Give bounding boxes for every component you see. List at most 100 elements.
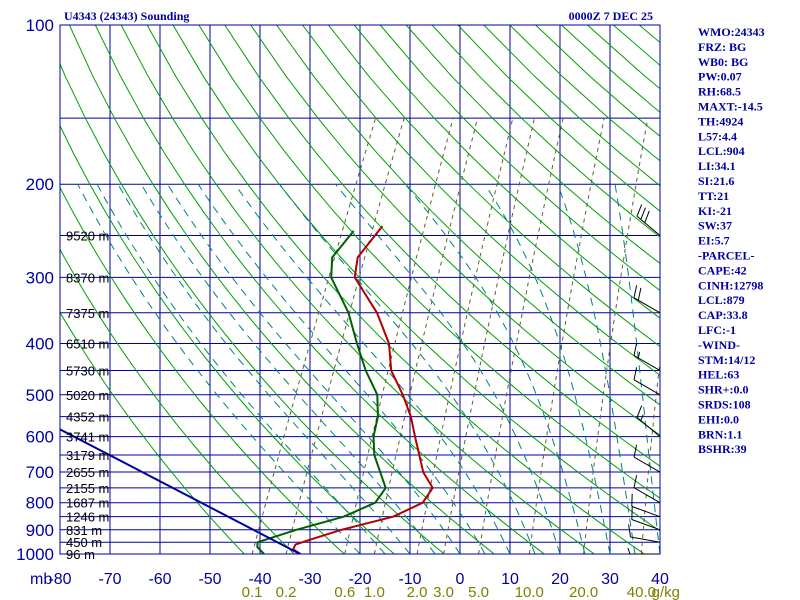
stat-line: LFC:-1 [698,323,736,337]
chart-time: 0000Z 7 DEC 25 [569,9,653,23]
temperature-tick-label: -40 [248,571,271,588]
sounding-series [60,225,434,554]
temperature-tick-label: -20 [348,571,371,588]
stat-line: RH:68.5 [698,85,741,99]
height-label: 4352 m [66,410,109,425]
wind-barb-flag [644,210,650,223]
wind-barb [631,506,661,531]
wind-barb-flag [636,405,643,418]
mixing-ratio-line [528,118,605,554]
stat-line: FRZ: BG [698,40,746,54]
mixing-ratio-label: 2.0 [407,584,428,600]
mixing-ratio-line [344,118,454,554]
wind-barb-staff [633,355,661,371]
stat-line: CINH:12798 [698,278,763,292]
wind-barb-flag [628,524,631,538]
height-label: 2655 m [66,465,109,480]
stat-line: HEL:63 [698,368,739,382]
pressure-tick-label: 800 [26,494,54,513]
stat-line: EHI:0.0 [698,412,739,426]
moist-adiabat-line [614,184,660,554]
mixing-ratio-label: 1.0 [364,584,385,600]
mixing-ratio-line [640,358,660,554]
temperature-tick-label: 10 [501,571,519,588]
dry-adiabat-line [224,25,660,467]
mixing-ratio-label: 0.6 [334,584,355,600]
wind-barb [633,343,661,371]
height-label: 3741 m [66,430,109,445]
moist-adiabat-line [167,183,461,554]
wind-barbs [627,204,661,555]
temperature-tick-label: -70 [98,571,121,588]
stat-line: STM:14/12 [698,353,755,367]
mixing-ratio-lines [251,118,660,554]
wind-barb-flag [633,343,638,356]
mixing-ratio-line [251,118,377,554]
wind-barb-flag [636,204,643,217]
mixing-ratio-label: 20.0 [569,584,598,600]
stat-line: CAP:33.8 [698,308,748,322]
wind-barb [636,405,661,438]
temperature-tick-label: -80 [48,571,71,588]
stat-line: LI:34.1 [698,159,736,173]
pressure-tick-label: 700 [26,463,54,482]
wind-barb-flag [637,287,642,301]
height-label: 7375 m [66,306,109,321]
moist-adiabat-line [279,183,536,554]
dry-adiabat-line [60,62,445,554]
stat-line: -PARCEL- [698,249,754,263]
wind-barb [631,493,661,518]
height-label: 2155 m [66,481,109,496]
mixing-ratio-label: 3.0 [433,584,454,600]
height-label: 96 m [66,547,95,562]
pressure-tick-label: 200 [26,175,54,194]
height-label: 5020 m [66,388,109,403]
parcel-line [60,428,301,554]
dry-adiabat-line [379,25,660,292]
stat-line: TT:21 [698,189,729,203]
plot-border [59,24,661,555]
height-label: 5730 m [66,364,109,379]
temperature-tick-label: 40 [651,571,669,588]
axis-labels: 0.1 0.2 0.6 1.0 2.0 3.0 5.0 10.0 20.0 40.0g/kg100… [16,16,680,600]
temperature-tick-label: 30 [601,571,619,588]
stat-line: CAPE:42 [698,263,747,277]
pressure-tick-label: 900 [26,521,54,540]
wind-barb [628,524,661,543]
moist-adiabat-line [484,183,611,554]
dry-adiabat-line [94,25,545,554]
height-label: 1687 m [66,496,109,511]
mixing-ratio-label: 10.0 [515,584,544,600]
wind-barb-flag [633,367,638,380]
mixing-ratio-line [285,118,405,554]
stat-line: KI:-21 [698,204,732,218]
stat-line: SHR+:0.0 [698,383,749,397]
pressure-tick-label: 1000 [16,545,54,564]
wind-barb-flag [633,475,638,488]
wind-barb-staff [633,487,661,504]
stat-line: LCL:879 [698,293,745,307]
stat-line: LCL:904 [698,144,745,158]
mixing-ratio-line [583,118,649,554]
dry-adiabat-line [328,25,660,347]
dry-adiabat-line [68,25,495,554]
wind-barb-half-flag [637,351,641,359]
moist-adiabat-line [234,183,511,554]
mixing-ratio-unit-label: g/kg [652,584,680,600]
wind-barb-flag [633,444,638,458]
wind-barb [627,547,660,555]
mixing-ratio-line [478,118,564,554]
height-label: 831 m [66,523,102,538]
moist-adiabat-line [197,183,486,554]
mixing-ratio-label: 5.0 [468,584,489,600]
pressure-tick-label: 400 [26,335,54,354]
dry-adiabat-line [172,25,660,532]
wind-barb-staff [636,215,661,236]
temperature-tick-label: -10 [398,571,421,588]
temperature-line [292,225,434,554]
pressure-tick-label: 300 [26,268,54,287]
stat-line: EI:5.7 [698,234,730,248]
dry-adiabat-line [353,25,660,319]
stat-line: SRDS:108 [698,398,751,412]
